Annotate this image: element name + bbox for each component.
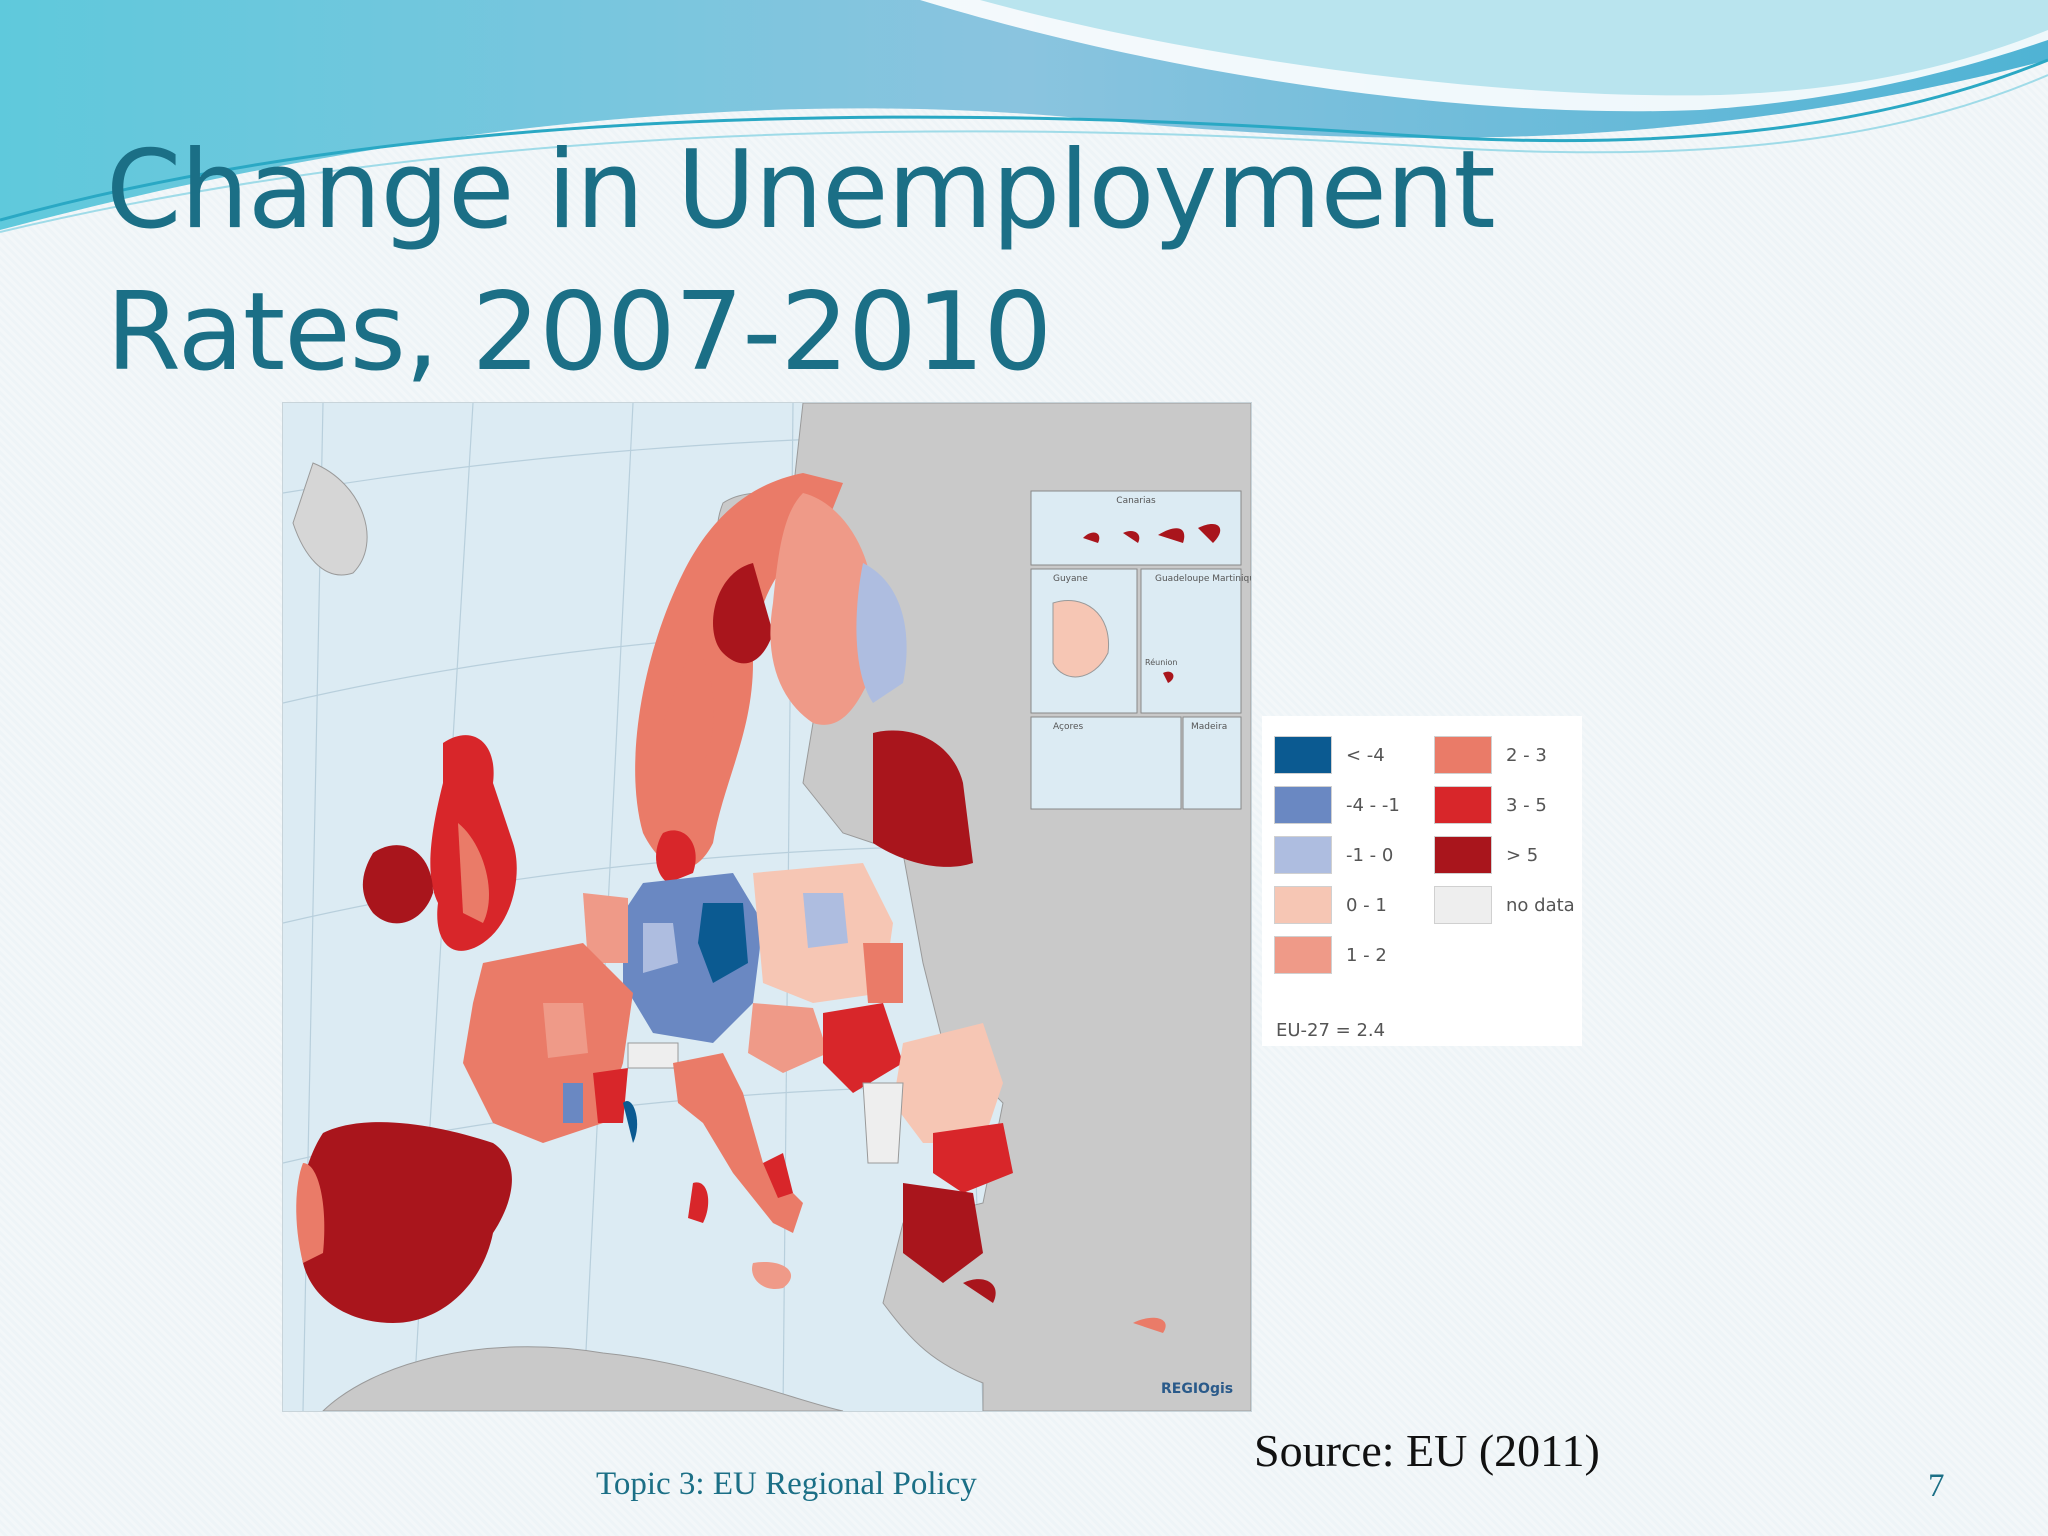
legend-swatch bbox=[1274, 936, 1332, 974]
legend-label: -1 - 0 bbox=[1346, 844, 1394, 866]
inset-label-acores: Açores bbox=[1053, 722, 1083, 732]
legend-item: -4 - -1 bbox=[1274, 786, 1400, 824]
legend-swatch bbox=[1274, 736, 1332, 774]
legend-swatch bbox=[1274, 836, 1332, 874]
region-scandinavia bbox=[635, 473, 907, 869]
legend-item: no data bbox=[1434, 886, 1575, 924]
region-italy bbox=[673, 1053, 803, 1289]
inset-label-reunion: Réunion bbox=[1145, 657, 1177, 667]
legend-item: < -4 bbox=[1274, 736, 1385, 774]
slide-title-line-1: Change in Unemployment bbox=[106, 128, 1496, 253]
slide-footer: Topic 3: EU Regional Policy bbox=[596, 1466, 977, 1502]
region-cyprus bbox=[1133, 1317, 1166, 1333]
inset-label-guadeloupe-martinique: Guadeloupe Martinique bbox=[1155, 574, 1251, 584]
legend-item: 2 - 3 bbox=[1434, 736, 1547, 774]
legend-item: 3 - 5 bbox=[1434, 786, 1547, 824]
slide-title-line-2: Rates, 2007-2010 bbox=[106, 270, 1052, 395]
region-germany bbox=[583, 873, 763, 1043]
legend-label: 2 - 3 bbox=[1506, 744, 1547, 766]
legend-label: 1 - 2 bbox=[1346, 944, 1387, 966]
inset-label-guyane: Guyane bbox=[1053, 574, 1088, 584]
region-central-europe bbox=[748, 863, 903, 1093]
regiogis-logo: REGIOgis bbox=[1161, 1381, 1233, 1397]
legend-label: no data bbox=[1506, 894, 1575, 916]
page-number: 7 bbox=[1928, 1468, 1945, 1504]
region-southeast-europe bbox=[862, 1023, 1013, 1303]
legend-swatch bbox=[1434, 836, 1492, 874]
legend-item: 0 - 1 bbox=[1274, 886, 1387, 924]
legend-item: 1 - 2 bbox=[1274, 936, 1387, 974]
legend-label: 0 - 1 bbox=[1346, 894, 1387, 916]
region-denmark bbox=[656, 830, 696, 883]
region-british-isles bbox=[362, 735, 517, 951]
legend-swatch bbox=[1434, 736, 1492, 774]
region-iberia bbox=[296, 1122, 512, 1323]
source-citation: Source: EU (2011) bbox=[1254, 1425, 1600, 1476]
eu-average-note: EU-27 = 2.4 bbox=[1276, 1020, 1386, 1041]
slide-title: Change in Unemployment Rates, 2007-2010 bbox=[106, 120, 1606, 404]
map-legend: < -4 -4 - -1 -1 - 0 0 - 1 1 - 2 2 - 3 3 … bbox=[1262, 716, 1582, 1046]
header-wave bbox=[0, 0, 2048, 233]
region-france bbox=[463, 943, 638, 1143]
legend-label: -4 - -1 bbox=[1346, 794, 1400, 816]
legend-swatch bbox=[1274, 786, 1332, 824]
legend-item: > 5 bbox=[1434, 836, 1538, 874]
legend-swatch bbox=[1434, 786, 1492, 824]
legend-swatch bbox=[1274, 886, 1332, 924]
legend-label: < -4 bbox=[1346, 744, 1385, 766]
legend-label: > 5 bbox=[1506, 844, 1539, 866]
legend-label: 3 - 5 bbox=[1506, 794, 1547, 816]
inset-label-madeira: Madeira bbox=[1191, 722, 1227, 732]
overseas-insets: Canarias Guyane Guadeloupe Martinique Ré… bbox=[1030, 490, 1251, 810]
map-canvas: Canarias Guyane Guadeloupe Martinique Ré… bbox=[283, 403, 1251, 1411]
legend-item: -1 - 0 bbox=[1274, 836, 1393, 874]
inset-label-canarias: Canarias bbox=[1116, 496, 1156, 506]
europe-unemployment-map: Canarias Guyane Guadeloupe Martinique Ré… bbox=[282, 402, 1252, 1412]
region-switzerland bbox=[627, 1042, 679, 1069]
region-baltics bbox=[873, 730, 973, 867]
legend-swatch bbox=[1434, 886, 1492, 924]
